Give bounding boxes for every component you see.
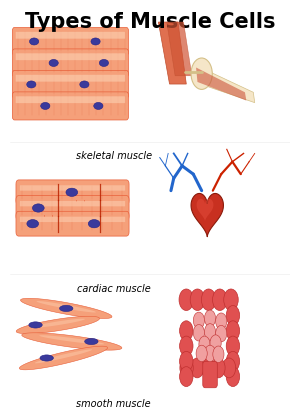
Ellipse shape xyxy=(66,188,78,196)
Ellipse shape xyxy=(80,81,89,88)
FancyBboxPatch shape xyxy=(203,362,217,388)
Circle shape xyxy=(204,324,216,340)
Circle shape xyxy=(199,336,210,353)
FancyBboxPatch shape xyxy=(12,70,128,99)
Polygon shape xyxy=(20,298,112,319)
FancyBboxPatch shape xyxy=(16,96,125,103)
Ellipse shape xyxy=(27,220,39,228)
Ellipse shape xyxy=(59,305,73,312)
FancyBboxPatch shape xyxy=(16,196,129,220)
Text: smooth muscle: smooth muscle xyxy=(76,399,151,409)
Polygon shape xyxy=(31,319,85,328)
Ellipse shape xyxy=(85,338,98,344)
Polygon shape xyxy=(16,316,100,334)
Circle shape xyxy=(213,346,224,363)
Circle shape xyxy=(201,289,216,310)
FancyBboxPatch shape xyxy=(16,53,125,60)
Ellipse shape xyxy=(88,220,100,228)
Text: cardiac muscle: cardiac muscle xyxy=(77,284,151,294)
Ellipse shape xyxy=(41,102,50,109)
Circle shape xyxy=(210,335,221,352)
Circle shape xyxy=(204,345,216,362)
Circle shape xyxy=(226,305,240,325)
Ellipse shape xyxy=(94,102,103,109)
Circle shape xyxy=(226,336,240,356)
Polygon shape xyxy=(19,346,108,370)
FancyBboxPatch shape xyxy=(16,32,125,39)
Text: skeletal muscle: skeletal muscle xyxy=(76,151,152,161)
Circle shape xyxy=(191,58,212,89)
Polygon shape xyxy=(196,65,255,103)
Ellipse shape xyxy=(29,322,42,328)
Ellipse shape xyxy=(40,355,53,361)
Circle shape xyxy=(193,312,204,329)
FancyBboxPatch shape xyxy=(16,211,129,236)
Ellipse shape xyxy=(91,38,100,45)
FancyBboxPatch shape xyxy=(12,27,128,55)
Circle shape xyxy=(190,289,205,310)
Circle shape xyxy=(180,321,193,341)
Text: Types of Muscle Cells: Types of Muscle Cells xyxy=(25,12,275,32)
Circle shape xyxy=(224,289,238,310)
Polygon shape xyxy=(196,67,246,101)
Circle shape xyxy=(226,352,240,371)
Circle shape xyxy=(222,358,236,378)
Polygon shape xyxy=(191,193,224,237)
FancyBboxPatch shape xyxy=(12,92,128,120)
Circle shape xyxy=(180,358,193,378)
Polygon shape xyxy=(22,333,122,350)
Circle shape xyxy=(201,358,214,378)
Ellipse shape xyxy=(27,81,36,88)
Circle shape xyxy=(216,325,227,342)
FancyBboxPatch shape xyxy=(16,180,129,205)
FancyBboxPatch shape xyxy=(20,217,125,222)
Circle shape xyxy=(226,366,240,386)
Circle shape xyxy=(216,313,227,329)
Circle shape xyxy=(193,324,204,341)
Circle shape xyxy=(212,289,227,310)
Circle shape xyxy=(204,310,216,327)
Circle shape xyxy=(190,358,204,378)
Polygon shape xyxy=(39,335,104,344)
Circle shape xyxy=(180,366,193,386)
Ellipse shape xyxy=(49,59,58,67)
Circle shape xyxy=(196,345,207,362)
Ellipse shape xyxy=(32,204,44,212)
Polygon shape xyxy=(167,22,192,76)
FancyBboxPatch shape xyxy=(20,201,125,206)
Polygon shape xyxy=(196,199,213,221)
Circle shape xyxy=(179,289,194,310)
Polygon shape xyxy=(35,349,92,363)
Circle shape xyxy=(226,321,240,341)
Circle shape xyxy=(180,336,193,356)
FancyBboxPatch shape xyxy=(20,185,125,191)
Ellipse shape xyxy=(29,38,39,45)
Polygon shape xyxy=(158,22,186,84)
FancyBboxPatch shape xyxy=(16,75,125,82)
Circle shape xyxy=(180,352,193,371)
FancyBboxPatch shape xyxy=(12,49,128,77)
Circle shape xyxy=(212,358,225,378)
Ellipse shape xyxy=(99,59,109,67)
Polygon shape xyxy=(37,301,96,312)
